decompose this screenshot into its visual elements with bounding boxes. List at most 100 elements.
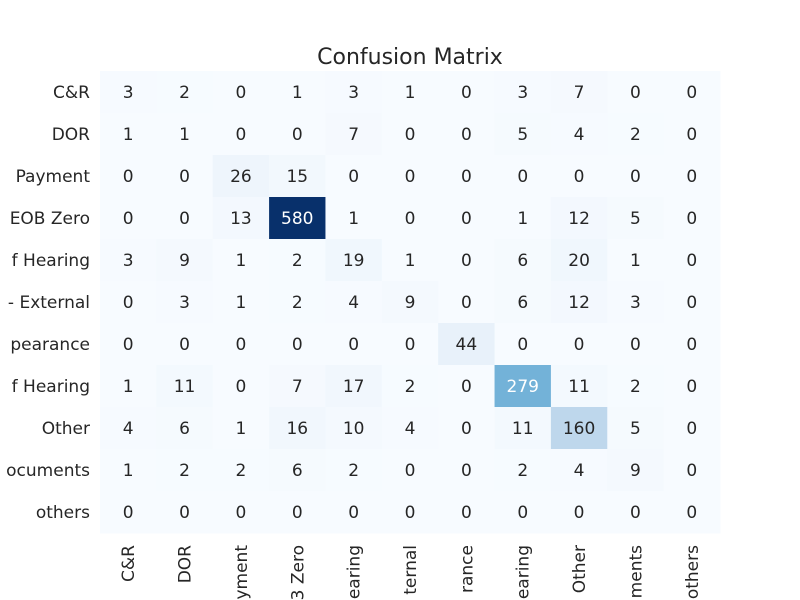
heatmap-cell [156, 407, 214, 450]
row-tick-label: f Hearing [12, 251, 90, 271]
row-tick-label: f Hearing [12, 377, 90, 397]
cell-value-label: 0 [461, 167, 472, 187]
cell-value-label: 11 [512, 419, 534, 439]
heatmap-cell [100, 407, 157, 450]
heatmap-cell [438, 71, 496, 114]
cell-value-label: 3 [348, 83, 359, 103]
cell-value-label: 3 [123, 83, 134, 103]
cell-value-label: 0 [686, 335, 697, 355]
cell-value-label: 0 [179, 335, 190, 355]
cell-value-label: 0 [235, 83, 246, 103]
cell-value-label: 0 [517, 503, 528, 523]
cell-value-label: 2 [292, 251, 303, 271]
cell-value-label: 5 [517, 125, 528, 145]
heatmap-cell [212, 197, 270, 240]
cell-value-label: 1 [517, 209, 528, 229]
cell-value-label: 1 [123, 125, 134, 145]
heatmap-cell [212, 323, 270, 366]
cell-value-label: 2 [405, 377, 416, 397]
cell-value-label: 1 [123, 461, 134, 481]
heatmap-cell [438, 197, 496, 240]
cell-value-label: 0 [405, 209, 416, 229]
heatmap-cell [100, 71, 157, 114]
cell-value-label: 11 [568, 377, 590, 397]
cell-value-label: 2 [292, 293, 303, 313]
heatmap-cell [494, 239, 552, 282]
row-tick-label: Other [42, 419, 90, 439]
heatmap-cell [607, 365, 665, 408]
heatmap-cell [100, 281, 157, 324]
heatmap-cell [663, 281, 721, 324]
cell-value-label: 2 [517, 461, 528, 481]
cell-value-label: 0 [123, 167, 134, 187]
cell-value-label: 0 [574, 335, 585, 355]
heatmap-cell [550, 407, 608, 450]
cell-value-label: 1 [235, 293, 246, 313]
cell-value-label: 0 [686, 503, 697, 523]
cell-value-label: 0 [686, 167, 697, 187]
heatmap-cell [156, 113, 214, 156]
cell-value-label: 3 [179, 293, 190, 313]
heatmap-cell [212, 407, 270, 450]
heatmap-cell [269, 449, 326, 492]
cell-value-label: 0 [574, 167, 585, 187]
heatmap-cell [663, 449, 721, 492]
cell-value-label: 0 [686, 461, 697, 481]
heatmap-cell [100, 491, 157, 534]
cell-value-label: 0 [123, 209, 134, 229]
heatmap-cell [663, 323, 721, 366]
heatmap-cell [381, 407, 439, 450]
heatmap-cell [325, 491, 383, 534]
heatmap-cell [269, 281, 326, 324]
heatmap-cell [438, 407, 496, 450]
heatmap-cell [438, 155, 496, 198]
cell-value-label: 0 [686, 83, 697, 103]
heatmap-cell [381, 197, 439, 240]
cell-value-label: 6 [179, 419, 190, 439]
cell-value-label: 0 [630, 503, 641, 523]
cell-value-label: 0 [235, 503, 246, 523]
cell-value-label: 3 [517, 83, 528, 103]
cell-value-label: 0 [405, 125, 416, 145]
heatmap-cell [663, 71, 721, 114]
heatmap-cell [325, 449, 383, 492]
cell-value-label: 2 [235, 461, 246, 481]
heatmap-cell [100, 239, 157, 282]
cell-value-label: 0 [348, 167, 359, 187]
column-tick-label: 3 Zero [288, 545, 308, 600]
column-tick-label: yment [232, 545, 252, 600]
cell-value-label: 9 [179, 251, 190, 271]
cell-value-label: 0 [461, 503, 472, 523]
heatmap-cell [156, 491, 214, 534]
cell-value-label: 0 [179, 209, 190, 229]
heatmap-cell [100, 323, 157, 366]
cell-value-label: 0 [405, 167, 416, 187]
heatmap-cell [438, 449, 496, 492]
cell-value-label: 15 [286, 167, 308, 187]
heatmap-cell [494, 449, 552, 492]
column-labels: C&R DOR yment 3 Zero earing ternal rance earing… [119, 545, 703, 600]
cell-value-label: 0 [348, 335, 359, 355]
cell-value-label: 44 [456, 335, 478, 355]
heatmap-cell [381, 323, 439, 366]
heatmap-cell [212, 449, 270, 492]
heatmap-cell [269, 239, 326, 282]
heatmap-cell [438, 239, 496, 282]
cell-value-label: 6 [517, 293, 528, 313]
cell-value-label: 11 [174, 377, 196, 397]
cell-value-label: 6 [292, 461, 303, 481]
cell-value-label: 0 [123, 335, 134, 355]
heatmap-cell [550, 71, 608, 114]
heatmap-cell [325, 71, 383, 114]
heatmap-cell [212, 491, 270, 534]
heatmap-cell [381, 113, 439, 156]
heatmap-cell [607, 113, 665, 156]
cell-value-label: 0 [686, 125, 697, 145]
heatmap-cell [494, 323, 552, 366]
heatmap-cell [494, 71, 552, 114]
column-tick-label: ments [626, 545, 646, 598]
cell-value-label: 1 [123, 377, 134, 397]
cell-value-label: 9 [405, 293, 416, 313]
cell-value-label: 0 [461, 419, 472, 439]
